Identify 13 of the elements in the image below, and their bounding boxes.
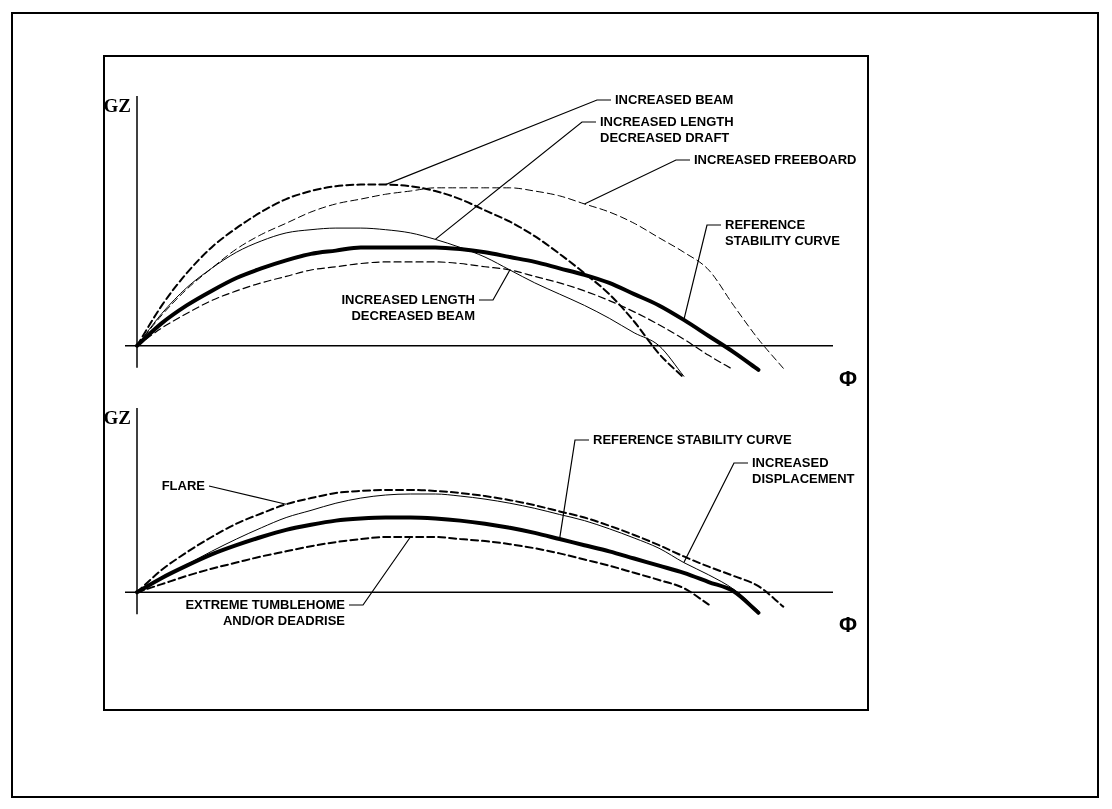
x-axis-title: Φ <box>838 365 858 391</box>
text: INCREASED DISPLACEMENT <box>752 454 855 486</box>
series-label: INCREASED LENGTH DECREASED BEAM <box>341 291 475 323</box>
text: INCREASED FREEBOARD <box>694 151 857 167</box>
x-axis-title: Φ <box>838 612 858 638</box>
text: FLARE <box>161 477 206 493</box>
y-axis-title: GZ <box>103 407 131 429</box>
series-label: EXTREME TUMBLEHOME AND/OR DEADRISE <box>185 596 346 628</box>
text: REFERENCE STABILITY CURVE <box>593 431 792 447</box>
text: INCREASED BEAM <box>615 91 734 107</box>
text: INCREASED LENGTH DECREASED DRAFT <box>600 113 734 145</box>
y-axis-title: GZ <box>103 95 131 117</box>
text: REFERENCE STABILITY CURVE <box>725 216 841 248</box>
